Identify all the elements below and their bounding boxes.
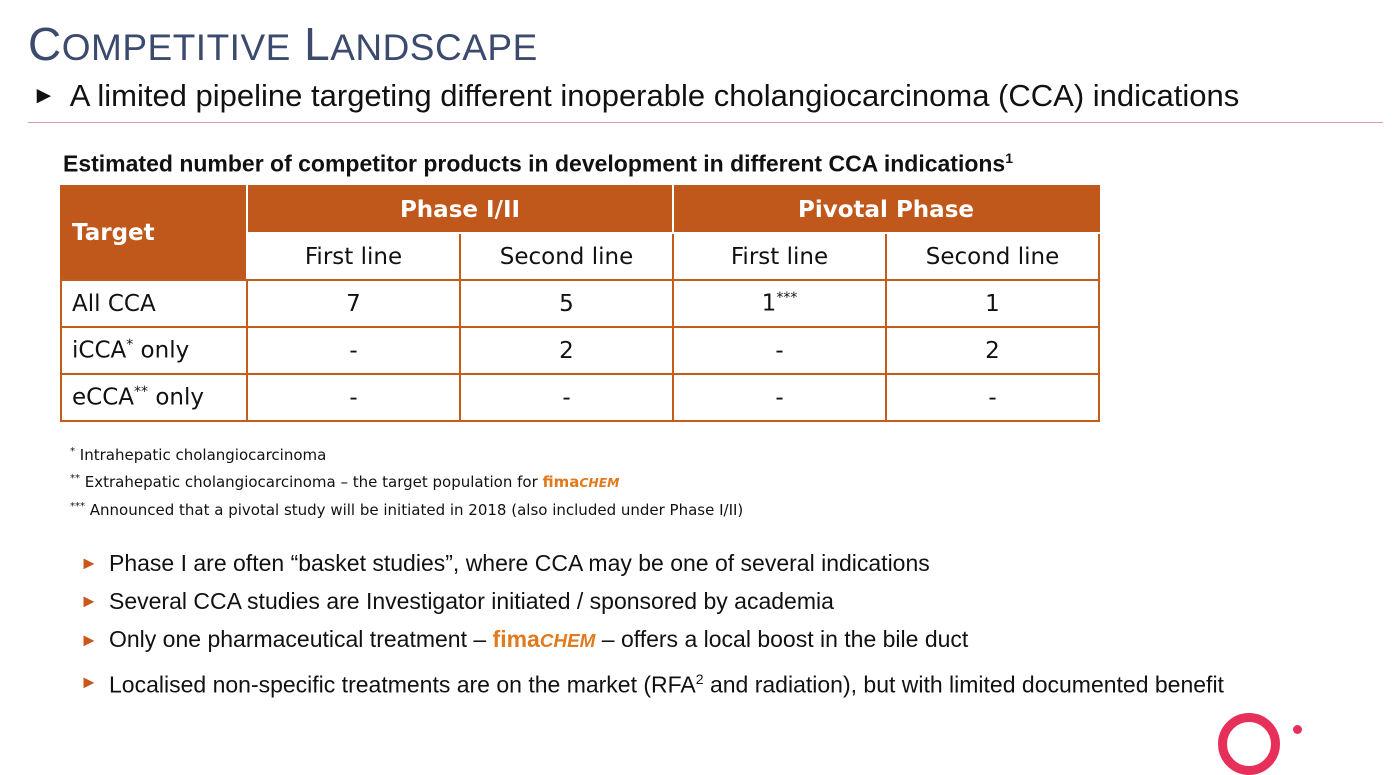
header-pivotal-phase: Pivotal Phase <box>672 185 1100 234</box>
table-cell: - <box>246 326 461 375</box>
subheader-first-line: First line <box>246 232 461 281</box>
footnote: * Intrahepatic cholangiocarcinoma <box>70 446 327 464</box>
triangle-bullet-icon: ► <box>32 82 56 109</box>
table-caption: Estimated number of competitor products … <box>63 150 1014 177</box>
table-cell: 2 <box>459 326 674 375</box>
subheader-second-line: Second line <box>459 232 674 281</box>
table-row: All CCA 7 5 1*** 1 <box>60 279 1100 328</box>
table-cell: - <box>246 373 461 422</box>
triangle-bullet-icon: ► <box>80 630 98 650</box>
footnotes: * Intrahepatic cholangiocarcinoma ** Ext… <box>70 440 743 522</box>
company-logo-icon <box>1218 713 1280 775</box>
footnote: ** Extrahepatic cholangiocarcinoma – the… <box>70 473 620 491</box>
page-title: COMPETITIVE LANDSCAPE <box>28 18 538 70</box>
list-item: ► Only one pharmaceutical treatment – fim… <box>80 620 1224 660</box>
subheader-second-line: Second line <box>885 232 1100 281</box>
logo-dot-icon <box>1293 725 1302 734</box>
table-cell: 1 <box>885 279 1100 328</box>
table-cell: 5 <box>459 279 674 328</box>
competitor-table: Target Phase I/II Pivotal Phase First li… <box>60 185 1100 422</box>
table-cell: - <box>672 326 887 375</box>
table-cell: 1*** <box>672 279 887 328</box>
footnote: *** Announced that a pivotal study will … <box>70 501 744 519</box>
list-item: ► Several CCA studies are Investigator in… <box>80 582 1224 620</box>
table-cell: - <box>885 373 1100 422</box>
header-phase-1-2: Phase I/II <box>246 185 674 234</box>
bullet-list: ► Phase I are often “basket studies”, whe… <box>80 544 1224 704</box>
table-row: eCCA** only - - - - <box>60 373 1100 422</box>
brand-name: fimaCHEM <box>542 473 620 491</box>
table-cell: - <box>672 373 887 422</box>
brand-name: fimaCHEM <box>492 626 596 652</box>
row-label: All CCA <box>60 279 248 328</box>
list-item: ► Localised non-specific treatments are o… <box>80 660 1224 704</box>
triangle-bullet-icon: ► <box>80 553 98 573</box>
list-item: ► Phase I are often “basket studies”, whe… <box>80 544 1224 582</box>
row-label: eCCA** only <box>60 373 248 422</box>
row-label: iCCA* only <box>60 326 248 375</box>
table-cell: - <box>459 373 674 422</box>
triangle-bullet-icon: ► <box>80 591 98 611</box>
divider <box>28 122 1383 123</box>
table-cell: 7 <box>246 279 461 328</box>
table-row: iCCA* only - 2 - 2 <box>60 326 1100 375</box>
header-target: Target <box>60 185 248 281</box>
table-cell: 2 <box>885 326 1100 375</box>
subheader-first-line: First line <box>672 232 887 281</box>
page-subtitle: ► A limited pipeline targeting different … <box>32 78 1240 113</box>
triangle-bullet-icon: ► <box>80 671 98 692</box>
